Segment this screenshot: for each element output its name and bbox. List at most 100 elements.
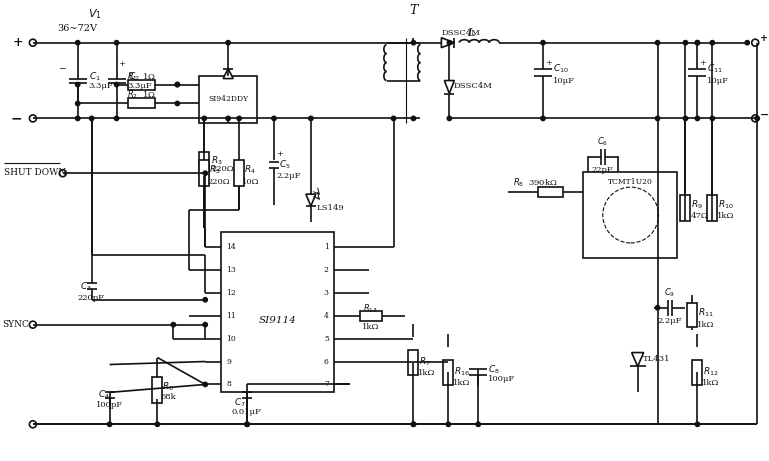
Circle shape	[108, 422, 112, 426]
Text: 10: 10	[226, 335, 236, 343]
Text: 11: 11	[226, 312, 236, 319]
Circle shape	[745, 41, 750, 45]
Circle shape	[411, 422, 416, 426]
Text: $R_2$  1Ω: $R_2$ 1Ω	[127, 88, 156, 101]
Text: 2.2μF: 2.2μF	[657, 317, 682, 325]
Text: $R_9$: $R_9$	[691, 199, 704, 211]
Circle shape	[29, 115, 36, 122]
Circle shape	[711, 41, 714, 45]
Bar	[681, 195, 691, 221]
Text: 1kΩ: 1kΩ	[453, 379, 471, 387]
Text: DSSC4M: DSSC4M	[453, 82, 492, 89]
Text: 2: 2	[324, 266, 329, 274]
Circle shape	[29, 39, 36, 46]
Circle shape	[155, 422, 160, 426]
Circle shape	[695, 116, 700, 121]
Text: $C_{11}$: $C_{11}$	[707, 62, 723, 75]
Text: T: T	[409, 4, 418, 18]
Circle shape	[226, 116, 231, 121]
Circle shape	[446, 422, 451, 426]
Text: +: +	[12, 36, 23, 49]
Text: $R_7$: $R_7$	[419, 355, 431, 368]
Text: LS149: LS149	[317, 204, 345, 212]
Circle shape	[695, 41, 700, 45]
Circle shape	[203, 322, 208, 327]
Bar	[128, 99, 155, 108]
Circle shape	[655, 116, 660, 121]
Circle shape	[655, 306, 660, 310]
Bar	[199, 152, 209, 176]
Circle shape	[75, 116, 80, 121]
Text: $R_{12}$: $R_{12}$	[704, 365, 719, 378]
Circle shape	[603, 187, 658, 243]
Text: $R_{10}$: $R_{10}$	[718, 199, 734, 211]
Text: 6: 6	[324, 358, 329, 366]
Text: 12: 12	[226, 289, 236, 297]
Text: 3: 3	[324, 289, 329, 297]
Text: SYNC: SYNC	[2, 320, 29, 329]
Circle shape	[684, 116, 687, 121]
Circle shape	[541, 41, 545, 45]
Circle shape	[202, 171, 206, 175]
Circle shape	[755, 116, 760, 121]
Circle shape	[271, 116, 276, 121]
Text: 220Ω: 220Ω	[207, 178, 230, 186]
Text: L: L	[468, 28, 474, 38]
Circle shape	[75, 101, 80, 106]
Circle shape	[411, 422, 416, 426]
Circle shape	[75, 41, 80, 45]
Circle shape	[115, 83, 118, 87]
Text: $R_3$: $R_3$	[211, 154, 223, 166]
Text: TCMT1U20: TCMT1U20	[608, 178, 653, 186]
Text: 9: 9	[226, 358, 231, 366]
Circle shape	[89, 116, 94, 121]
Text: +: +	[276, 150, 283, 158]
Text: TL431: TL431	[643, 355, 670, 362]
Circle shape	[59, 170, 66, 177]
Text: 100μF: 100μF	[488, 375, 515, 384]
Bar	[408, 349, 418, 375]
Circle shape	[171, 322, 175, 327]
Circle shape	[541, 116, 545, 121]
Circle shape	[202, 116, 206, 121]
Polygon shape	[306, 194, 316, 206]
Text: +: +	[761, 34, 768, 43]
Text: 13: 13	[226, 266, 236, 274]
Polygon shape	[444, 81, 454, 94]
Text: −: −	[58, 63, 66, 72]
Circle shape	[75, 83, 80, 87]
Text: $R_4$: $R_4$	[244, 164, 256, 177]
Circle shape	[695, 422, 700, 426]
Text: 4: 4	[324, 312, 329, 319]
Text: $C_4$: $C_4$	[98, 388, 109, 401]
Circle shape	[245, 422, 249, 426]
Bar	[221, 232, 334, 392]
Bar	[707, 195, 717, 221]
Circle shape	[203, 382, 208, 387]
Text: 10μF: 10μF	[553, 77, 575, 84]
Text: $C_8$: $C_8$	[488, 363, 500, 376]
Text: +: +	[700, 59, 706, 66]
Bar	[583, 172, 677, 258]
Polygon shape	[631, 353, 644, 366]
Text: $C_2$: $C_2$	[128, 71, 139, 83]
Text: $C_5$: $C_5$	[279, 159, 291, 171]
Text: 10Ω: 10Ω	[242, 178, 260, 186]
Text: 14: 14	[226, 243, 236, 251]
Circle shape	[447, 41, 451, 45]
Text: 7: 7	[324, 380, 329, 389]
Text: 22pF: 22pF	[592, 166, 614, 174]
Circle shape	[695, 41, 700, 45]
Circle shape	[203, 171, 208, 175]
Text: 1kΩ: 1kΩ	[697, 321, 715, 329]
Bar	[692, 360, 702, 385]
Bar	[360, 311, 381, 321]
Circle shape	[391, 116, 396, 121]
Text: 1: 1	[324, 243, 329, 251]
Text: 220pF: 220pF	[78, 294, 105, 302]
Circle shape	[447, 116, 451, 121]
Text: $V_1$: $V_1$	[88, 7, 102, 21]
Circle shape	[711, 116, 714, 121]
Text: 1kΩ: 1kΩ	[717, 212, 734, 220]
Circle shape	[115, 41, 118, 45]
